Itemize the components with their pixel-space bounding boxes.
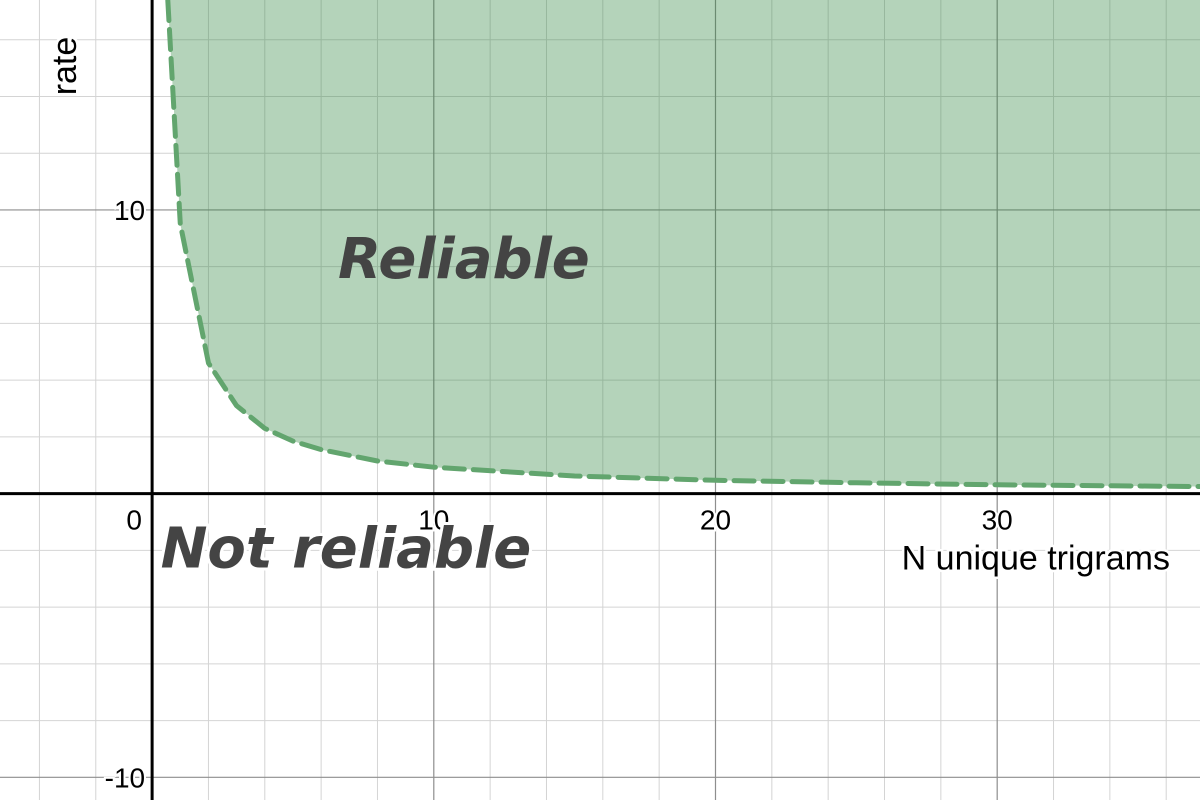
- y-tick-label: 10: [114, 195, 145, 226]
- x-tick-label: 0: [126, 505, 142, 536]
- x-tick-label: 30: [982, 505, 1013, 536]
- labels-layer: rate N unique trigrams Reliable Not reli…: [44, 34, 1173, 584]
- region-label-not-reliable: Not reliable: [161, 516, 532, 581]
- region-label-reliable: Reliable: [338, 227, 590, 292]
- x-tick-label: 20: [700, 505, 731, 536]
- y-axis-label: rate: [46, 37, 84, 96]
- x-tick-label: 10: [418, 505, 449, 536]
- reliable-region-fill: [167, 0, 1200, 487]
- x-axis-label: N unique trigrams: [902, 540, 1170, 578]
- tick-labels: 0 10 20 30 10 -10: [103, 193, 1015, 795]
- boundary-curve: [165, 0, 1200, 489]
- y-tick-label: -10: [105, 762, 145, 793]
- reliable-region-layer: [165, 0, 1200, 489]
